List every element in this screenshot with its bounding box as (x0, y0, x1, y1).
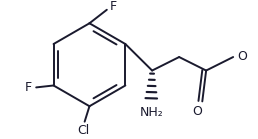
Text: F: F (25, 81, 32, 94)
Text: Cl: Cl (78, 124, 90, 137)
Text: F: F (110, 0, 117, 13)
Text: O: O (237, 50, 247, 63)
Text: O: O (192, 106, 203, 119)
Text: NH₂: NH₂ (139, 106, 163, 119)
